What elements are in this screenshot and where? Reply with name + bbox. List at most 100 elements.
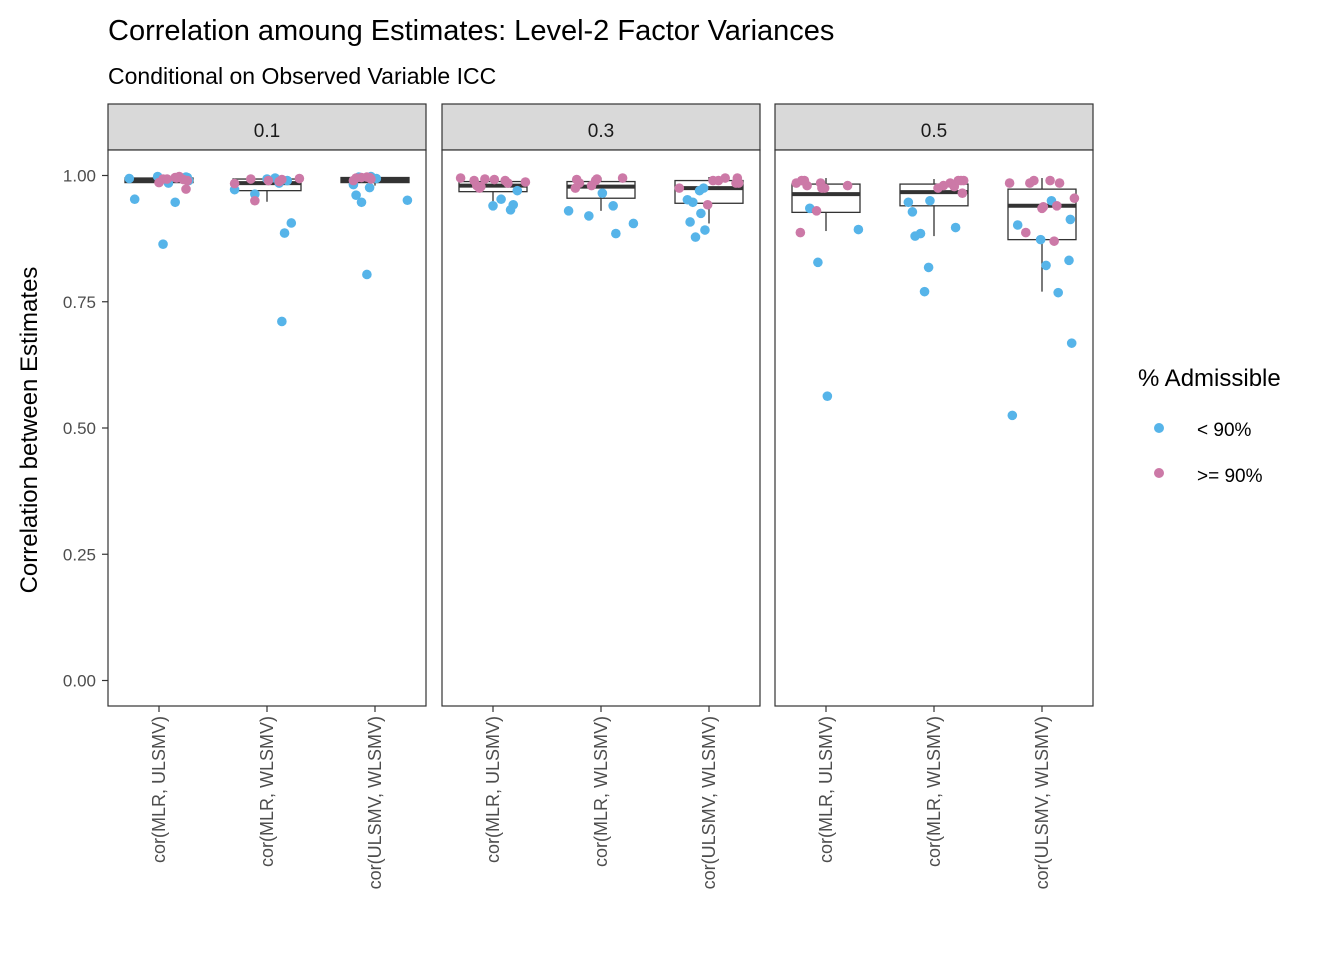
point-low xyxy=(1012,220,1023,230)
y-tick-label: 0.50 xyxy=(63,419,96,438)
x-tick-label: cor(MLR, WLSMV) xyxy=(257,716,277,867)
point-low xyxy=(611,228,621,239)
point-low xyxy=(1007,410,1018,421)
point-low xyxy=(286,218,297,228)
point-high xyxy=(489,174,500,185)
point-low xyxy=(907,207,918,217)
legend: % Admissible < 90% >= 90% xyxy=(1138,365,1281,487)
y-tick-label: 1.00 xyxy=(63,167,96,186)
point-high xyxy=(811,206,822,216)
point-high xyxy=(520,177,531,187)
point-low xyxy=(563,206,574,216)
y-axis-title: Correlation between Estimates xyxy=(16,267,43,594)
point-high xyxy=(154,177,164,188)
facet-strip xyxy=(774,103,1094,151)
point-low xyxy=(597,188,608,198)
x-tick-label: cor(MLR, ULSMV) xyxy=(149,716,169,863)
point-high xyxy=(1054,178,1065,188)
point-low xyxy=(1041,260,1051,271)
point-high xyxy=(702,199,713,210)
point-low xyxy=(700,225,710,235)
point-low xyxy=(628,218,639,229)
point-high xyxy=(229,178,240,189)
facet-strip-label: 0.1 xyxy=(254,121,280,142)
point-low xyxy=(903,197,914,208)
point-high xyxy=(720,173,730,183)
panel-frame xyxy=(107,149,427,707)
legend-title: % Admissible xyxy=(1138,365,1281,392)
x-tick-label: cor(MLR, ULSMV) xyxy=(483,716,503,863)
point-low xyxy=(124,173,135,184)
point-low xyxy=(1064,255,1074,266)
point-high xyxy=(348,175,359,186)
x-tick-label: cor(MLR, ULSMV) xyxy=(816,716,836,863)
point-high xyxy=(1045,175,1055,186)
point-high xyxy=(1038,202,1049,212)
point-low xyxy=(925,195,935,206)
point-high xyxy=(791,178,802,188)
point-low xyxy=(1066,338,1077,348)
legend-key-high xyxy=(1154,468,1164,478)
point-low xyxy=(1035,234,1046,245)
point-low xyxy=(608,201,618,211)
point-high xyxy=(674,183,685,193)
point-low xyxy=(1053,287,1063,298)
facet-strip xyxy=(107,103,427,151)
point-low xyxy=(505,205,516,215)
point-low xyxy=(158,239,168,249)
point-low xyxy=(277,316,287,327)
point-high xyxy=(795,227,806,238)
facet-strip-label: 0.5 xyxy=(921,121,947,142)
point-high xyxy=(708,175,718,186)
y-tick-label: 0.00 xyxy=(63,672,96,691)
point-low xyxy=(813,257,823,268)
point-low xyxy=(950,222,961,233)
point-high xyxy=(246,174,256,184)
y-tick-label: 0.75 xyxy=(63,293,96,312)
point-low xyxy=(170,197,180,208)
point-high xyxy=(1052,201,1062,211)
point-high xyxy=(586,180,597,191)
point-low xyxy=(364,182,375,193)
chart-subtitle: Conditional on Observed Variable ICC xyxy=(108,63,496,89)
facet-strip xyxy=(441,103,761,151)
point-low xyxy=(402,195,413,206)
point-high xyxy=(957,188,968,198)
point-high xyxy=(953,175,964,186)
facet-strip-label: 0.3 xyxy=(588,121,614,142)
facet-panel: 0.3 cor(MLR, ULSMV) cor(MLR, WLSMV) cor(ULS… xyxy=(441,103,761,889)
point-high xyxy=(263,175,274,186)
point-high xyxy=(731,178,741,188)
x-tick-label: cor(MLR, WLSMV) xyxy=(924,716,944,867)
point-high xyxy=(1004,178,1015,188)
point-low xyxy=(356,197,367,208)
x-tick-label: cor(ULSMV, WLSMV) xyxy=(365,716,385,889)
x-tick-label: cor(MLR, WLSMV) xyxy=(591,716,611,867)
point-low xyxy=(362,269,372,280)
point-high xyxy=(842,180,853,191)
point-high xyxy=(171,173,182,183)
boxplot xyxy=(1007,178,1077,292)
point-low xyxy=(685,217,695,227)
point-high xyxy=(617,173,628,183)
point-high xyxy=(364,172,375,183)
point-low xyxy=(822,391,833,401)
point-high xyxy=(933,183,943,193)
point-low xyxy=(910,231,920,241)
point-low xyxy=(129,194,140,205)
point-high xyxy=(469,175,479,186)
point-high xyxy=(250,195,260,206)
point-low xyxy=(351,190,361,200)
point-low xyxy=(488,201,498,211)
point-high xyxy=(1069,193,1080,204)
panel-frame xyxy=(441,149,761,707)
legend-key-low xyxy=(1154,423,1164,433)
point-high xyxy=(571,174,582,185)
facet-panel: 0.1 cor(MLR, ULSMV) cor(MLR, WLSMV) cor(ULS… xyxy=(107,103,427,889)
point-low xyxy=(923,262,934,273)
point-low xyxy=(250,189,260,199)
point-high xyxy=(474,183,485,193)
point-high xyxy=(455,173,466,183)
chart-title: Correlation amoung Estimates: Level-2 Fa… xyxy=(108,15,834,47)
point-low xyxy=(496,194,506,205)
